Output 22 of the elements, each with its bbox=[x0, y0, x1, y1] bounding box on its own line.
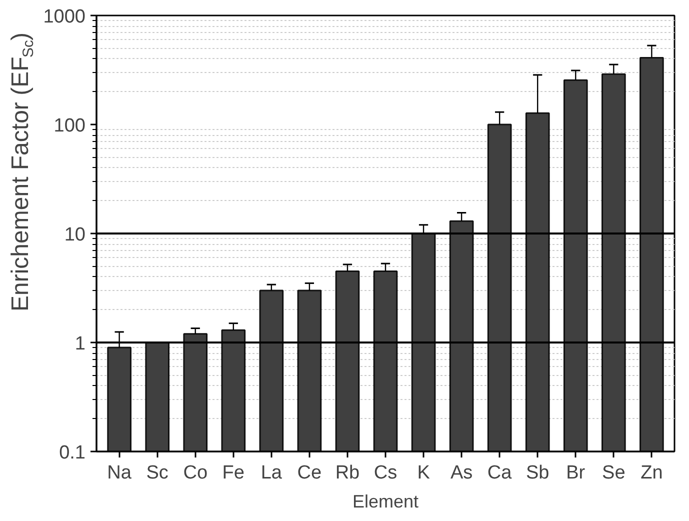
x-tick-label: Sc bbox=[146, 462, 168, 484]
x-tick-label: Zn bbox=[640, 462, 663, 484]
x-axis-title: Element bbox=[352, 492, 419, 512]
x-tick-label: Rb bbox=[335, 462, 360, 484]
x-tick-label: Sb bbox=[526, 462, 550, 484]
x-tick-label: Br bbox=[566, 462, 586, 484]
x-tick-label: K bbox=[417, 462, 430, 484]
x-tick-label: As bbox=[450, 462, 473, 484]
x-tick-label: Ca bbox=[487, 462, 512, 484]
y-axis-title: Enrichement Factor (EFSc) bbox=[7, 32, 37, 312]
x-tick-label: Na bbox=[107, 462, 132, 484]
x-tick-label: Ce bbox=[297, 462, 322, 484]
x-tick-label: Co bbox=[183, 462, 208, 484]
y-tick-label: 1 bbox=[74, 334, 86, 354]
x-tick-label: Fe bbox=[222, 462, 244, 484]
x-tick-label: Se bbox=[602, 462, 626, 484]
x-tick-label: La bbox=[260, 462, 282, 484]
y-tick-label: 0.1 bbox=[59, 442, 86, 464]
y-tick-label: 10 bbox=[64, 224, 86, 246]
y-tick-label: 1000 bbox=[43, 6, 86, 28]
y-tick-label: 100 bbox=[54, 116, 86, 136]
x-tick-label: Cs bbox=[374, 462, 398, 484]
